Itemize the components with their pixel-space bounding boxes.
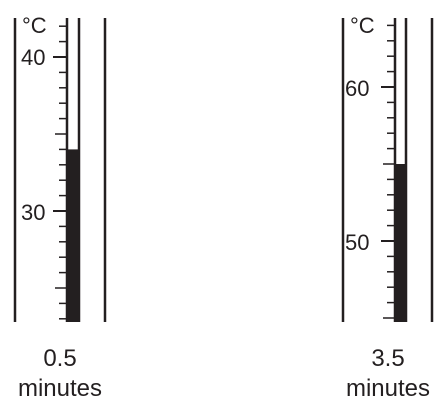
left-scale-label-40: 40 [21,45,45,70]
left-time-unit: minutes [17,375,103,402]
right-scale-label-50: 50 [345,230,369,255]
right-time-value: 3.5 [371,345,405,372]
left-mercury-column [67,149,79,322]
right-mercury-column [395,164,406,322]
right-time-unit: minutes [345,375,431,402]
left-scale-label-30: 30 [21,200,45,225]
left-scale-ticks [53,25,67,320]
thermometer-right: °C 60 50 [341,13,434,322]
right-scale-ticks [381,24,395,319]
right-scale-label-60: 60 [345,76,369,101]
left-time-value: 0.5 [43,345,77,372]
left-unit-label: °C [22,13,47,38]
right-time-caption: 3.5 minutes [328,344,440,404]
left-time-caption: 0.5 minutes [0,344,120,404]
right-unit-label: °C [350,13,375,38]
thermometer-left: °C 40 30 [13,13,107,322]
